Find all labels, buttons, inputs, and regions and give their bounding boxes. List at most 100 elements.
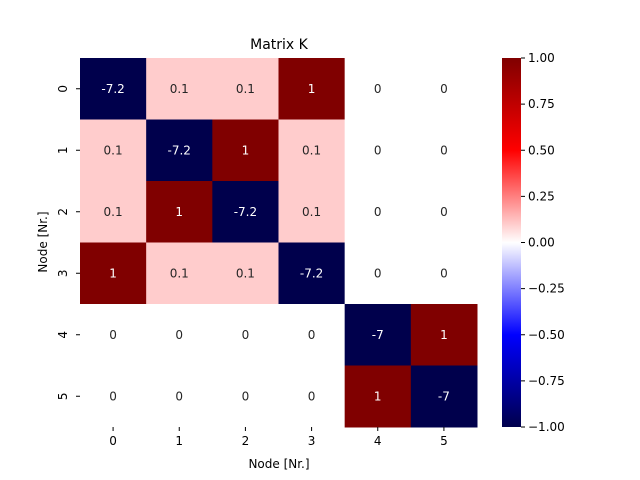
colorbar-gradient [502, 58, 521, 427]
heatmap-cell [410, 58, 478, 120]
heatmap-cell [410, 304, 478, 366]
cell-value-label: -7.2 [168, 143, 191, 157]
y-axis-label: Node [Nr.] [36, 211, 50, 272]
cell-value-label: 0 [109, 328, 117, 342]
cell-value-label: 0.1 [302, 143, 321, 157]
cell-value-label: 0 [308, 328, 316, 342]
colorbar-tick-label: 0.50 [528, 143, 555, 157]
y-tick-label: 1 [56, 146, 70, 154]
heatmap-cell [212, 181, 279, 243]
cell-value-label: 0 [242, 328, 250, 342]
heatmap-cell [344, 181, 412, 243]
cell-value-label: -7 [438, 389, 450, 403]
y-tick-label: 4 [56, 331, 70, 339]
y-tick-label: 2 [56, 208, 70, 216]
colorbar: 1.00 0.75 0.50 0.25 0.00 −0.25 −0.50 −0.75 −1.00 [502, 51, 565, 434]
cell-value-label: 0 [374, 82, 382, 96]
x-tick-label: 4 [374, 434, 382, 448]
heatmap-cell [278, 242, 346, 305]
heatmap-cell [80, 242, 147, 305]
cell-value-label: 0 [374, 266, 382, 280]
heatmap-cell [146, 304, 213, 366]
colorbar-tick-label: 1.00 [528, 51, 555, 65]
cell-value-label: 0 [175, 328, 183, 342]
heatmap-cell [212, 304, 279, 366]
y-tick-label: 0 [56, 85, 70, 93]
x-tick-label: 1 [175, 434, 183, 448]
cell-value-label: 0.1 [236, 82, 255, 96]
x-tick-label: 5 [440, 434, 448, 448]
cell-value-label: 0.1 [170, 266, 189, 280]
cell-value-label: -7.2 [300, 266, 323, 280]
y-tick-label: 5 [56, 392, 70, 400]
heatmap-cell [146, 58, 213, 120]
cell-value-label: 0 [175, 389, 183, 403]
heatmap-cell [80, 119, 147, 182]
cell-value-label: 1 [308, 82, 316, 96]
heatmap-cell [410, 119, 478, 182]
cell-value-label: 0 [242, 389, 250, 403]
cell-value-label: -7 [372, 328, 384, 342]
heatmap-cell [80, 365, 147, 428]
cell-value-label: 1 [175, 205, 183, 219]
cell-value-label: -7.2 [234, 205, 257, 219]
colorbar-tick-label: 0.75 [528, 97, 555, 111]
cell-value-label: 0.1 [302, 205, 321, 219]
x-tick-label: 0 [109, 434, 117, 448]
y-axis: 0 1 2 3 4 5 [56, 85, 80, 400]
heatmap-cell [344, 304, 412, 366]
cell-value-label: 0.1 [170, 82, 189, 96]
heatmap-cell [410, 181, 478, 243]
heatmap-cell [146, 242, 213, 305]
cell-value-label: 0 [440, 205, 448, 219]
x-tick-label: 2 [242, 434, 250, 448]
heatmap-cell [80, 304, 147, 366]
cell-value-label: 1 [374, 389, 382, 403]
cell-value-label: 0 [374, 205, 382, 219]
heatmap-cell [80, 58, 147, 120]
cell-value-label: 0 [109, 389, 117, 403]
heatmap-cell [410, 242, 478, 305]
heatmap-cell [410, 365, 478, 428]
heatmap-cell [344, 242, 412, 305]
cell-value-label: 0 [308, 389, 316, 403]
heatmap-cell [146, 181, 213, 243]
heatmap-cell [278, 304, 346, 366]
heatmap-cell [146, 365, 213, 428]
colorbar-tick-label: 0.25 [528, 189, 555, 203]
cell-value-label: 0 [440, 266, 448, 280]
colorbar-tick-label: −0.50 [528, 328, 565, 342]
y-tick-label: 3 [56, 269, 70, 277]
cell-value-label: 0.1 [104, 205, 123, 219]
colorbar-tick-label: −0.75 [528, 374, 565, 388]
heatmap-cell [278, 119, 346, 182]
heatmap-cell [212, 242, 279, 305]
cell-value-label: -7.2 [101, 82, 124, 96]
heatmap-cell [344, 365, 412, 428]
heatmap-cell [344, 58, 412, 120]
cell-value-label: 0 [440, 82, 448, 96]
cell-value-label: 1 [440, 328, 448, 342]
cell-value-label: 1 [109, 266, 117, 280]
heatmap-cell [212, 365, 279, 428]
heatmap-cell [278, 181, 346, 243]
cell-value-label: 0.1 [104, 143, 123, 157]
heatmap-cell [278, 58, 346, 120]
cell-value-label: 1 [242, 143, 250, 157]
heatmap-cell [344, 119, 412, 182]
heatmap-cell [80, 181, 147, 243]
colorbar-tick-label: −0.25 [528, 282, 565, 296]
heatmap-cell [278, 365, 346, 428]
colorbar-tick-label: 0.00 [528, 236, 555, 250]
heatmap-cell [146, 119, 213, 182]
heatmap-cell [212, 119, 279, 182]
heatmap-cells: -7.2 0.1 0.1 1 0 0 0.1 -7.2 1 0.1 0 0 0.1 1 -7.2 0.1 0 0 1… [80, 58, 478, 428]
cell-value-label: 0.1 [236, 266, 255, 280]
x-axis-label: Node [Nr.] [248, 457, 309, 471]
cell-value-label: 0 [374, 143, 382, 157]
x-tick-label: 3 [308, 434, 316, 448]
colorbar-tick-label: −1.00 [528, 420, 565, 434]
chart-title: Matrix K [250, 37, 309, 53]
cell-value-label: 0 [440, 143, 448, 157]
